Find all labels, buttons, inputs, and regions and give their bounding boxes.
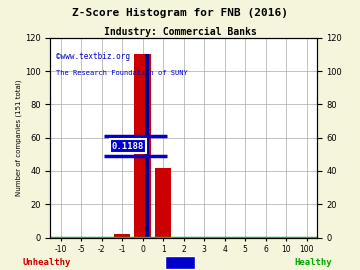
Text: Unhealthy: Unhealthy	[23, 258, 71, 267]
Text: Industry: Commercial Banks: Industry: Commercial Banks	[104, 27, 256, 37]
Bar	[145, 55, 149, 238]
Bar	[155, 168, 171, 238]
Text: The Research Foundation of SUNY: The Research Foundation of SUNY	[56, 70, 188, 76]
Text: ©www.textbiz.org: ©www.textbiz.org	[56, 52, 130, 61]
Bar	[134, 55, 151, 238]
Text: Score: Score	[167, 258, 193, 267]
Text: Healthy: Healthy	[294, 258, 332, 267]
Y-axis label: Number of companies (151 total): Number of companies (151 total)	[15, 79, 22, 196]
Text: 0.1188: 0.1188	[112, 141, 144, 151]
Text: Z-Score Histogram for FNB (2016): Z-Score Histogram for FNB (2016)	[72, 8, 288, 18]
Bar	[114, 234, 130, 238]
